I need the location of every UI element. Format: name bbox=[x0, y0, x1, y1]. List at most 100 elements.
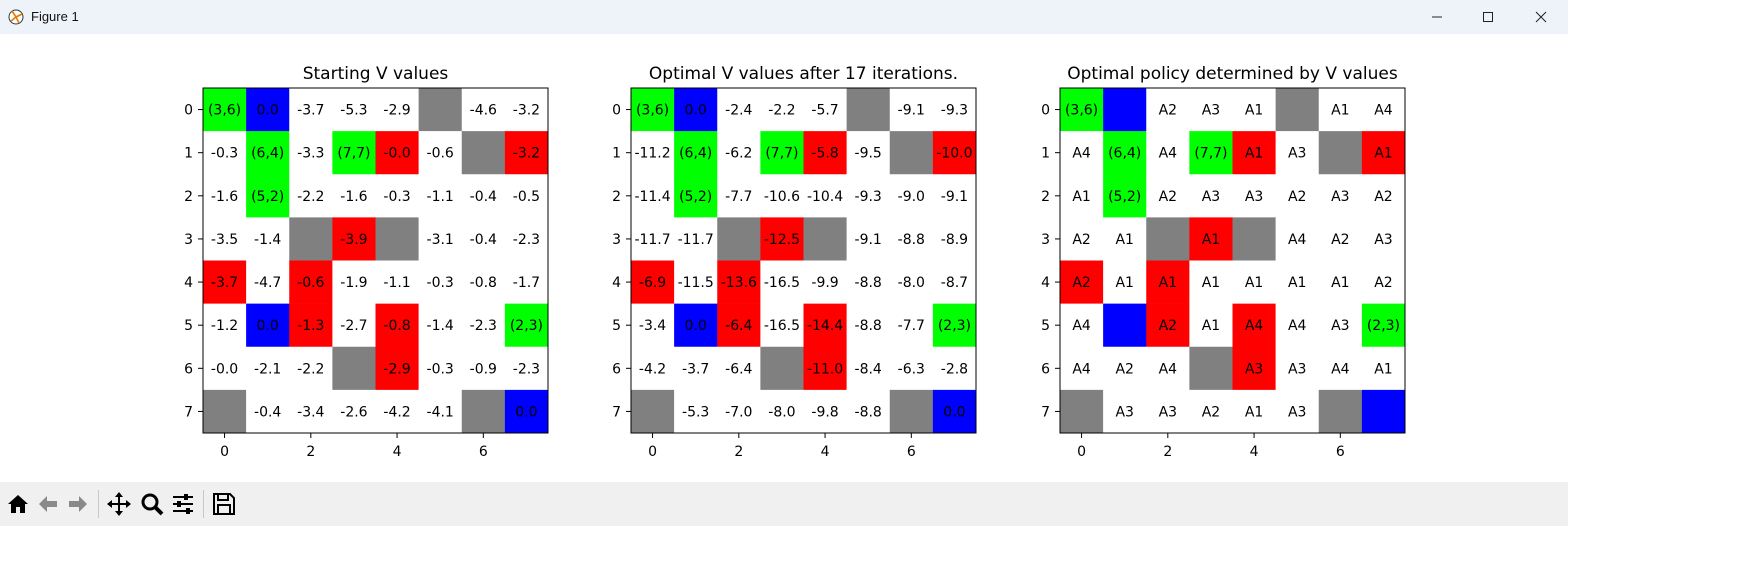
zoom-button[interactable] bbox=[138, 490, 166, 518]
cell-value-label: A1 bbox=[1288, 275, 1306, 291]
x-tick-label: 2 bbox=[1163, 444, 1172, 460]
heatmap-cell bbox=[504, 88, 549, 132]
heatmap-cell bbox=[760, 389, 804, 434]
heatmap-cell bbox=[1318, 260, 1363, 304]
heatmap-cell bbox=[1275, 346, 1320, 391]
heatmap-cell bbox=[631, 260, 675, 304]
heatmap-cell bbox=[1146, 260, 1190, 304]
heatmap-cell bbox=[332, 346, 376, 391]
save-button[interactable] bbox=[210, 490, 238, 518]
forward-button[interactable] bbox=[64, 490, 92, 518]
cell-value-label: -2.2 bbox=[297, 361, 324, 377]
cell-value-label: -3.4 bbox=[639, 318, 666, 334]
heatmap-cell bbox=[504, 389, 549, 434]
cell-value-label: -9.9 bbox=[811, 275, 838, 291]
x-tick-label: 4 bbox=[393, 444, 402, 460]
heatmap-cell bbox=[760, 260, 804, 304]
heatmap-cell bbox=[846, 88, 891, 132]
cell-value-label: -4.6 bbox=[470, 103, 497, 119]
heatmap-cell bbox=[461, 131, 506, 175]
heatmap-cell bbox=[1189, 174, 1233, 218]
heatmap-cell bbox=[760, 217, 804, 261]
cell-value-label: (6,4) bbox=[1108, 146, 1141, 162]
cell-value-label: 0.0 bbox=[943, 404, 965, 420]
heatmap-cell bbox=[289, 131, 333, 175]
cell-value-label: A3 bbox=[1245, 361, 1263, 377]
cell-value-label: 0.0 bbox=[685, 318, 707, 334]
cell-value-label: -0.3 bbox=[427, 275, 454, 291]
heatmap-cell bbox=[375, 260, 419, 304]
cell-value-label: A2 bbox=[1159, 103, 1177, 119]
heatmap-cell bbox=[889, 88, 934, 132]
cell-value-label: -10.6 bbox=[764, 189, 800, 205]
toolbar-separator bbox=[203, 490, 204, 518]
cell-value-label: -10.4 bbox=[807, 189, 843, 205]
heatmap-cell bbox=[1103, 217, 1147, 261]
heatmap-cell bbox=[1275, 217, 1320, 261]
cell-value-label: -14.4 bbox=[807, 318, 843, 334]
heatmap-cell bbox=[246, 389, 290, 434]
heatmap-cell bbox=[674, 131, 718, 175]
heatmap-cell bbox=[717, 346, 761, 391]
cell-value-label: -11.0 bbox=[807, 361, 843, 377]
heatmap-cell bbox=[1361, 303, 1406, 348]
heatmap-cell bbox=[1189, 217, 1233, 261]
cell-value-label: -3.9 bbox=[340, 232, 367, 248]
heatmap-cell bbox=[803, 346, 847, 391]
back-button[interactable] bbox=[34, 490, 62, 518]
home-button[interactable] bbox=[4, 490, 32, 518]
heatmap-cell bbox=[289, 260, 333, 304]
pan-icon bbox=[107, 492, 131, 516]
y-tick-label: 0 bbox=[1041, 103, 1050, 119]
cell-value-label: -0.8 bbox=[470, 275, 497, 291]
heatmap-cell bbox=[932, 389, 977, 434]
y-tick-label: 5 bbox=[184, 318, 193, 334]
minimize-button[interactable] bbox=[1411, 0, 1463, 34]
heatmap-cell bbox=[1146, 303, 1190, 348]
y-tick-label: 7 bbox=[612, 404, 621, 420]
heatmap-cell bbox=[631, 389, 675, 434]
heatmap-cell bbox=[760, 88, 804, 132]
heatmap-cell bbox=[674, 389, 718, 434]
x-tick-label: 2 bbox=[734, 444, 743, 460]
cell-value-label: -8.0 bbox=[898, 275, 925, 291]
pan-button[interactable] bbox=[105, 490, 133, 518]
cell-value-label: -2.3 bbox=[470, 318, 497, 334]
heatmap-cell bbox=[461, 217, 506, 261]
cell-value-label: -9.3 bbox=[941, 103, 968, 119]
cell-value-label: A1 bbox=[1245, 275, 1263, 291]
cell-value-label: A1 bbox=[1331, 275, 1349, 291]
cell-value-label: A3 bbox=[1245, 189, 1263, 205]
cell-value-label: (6,4) bbox=[679, 146, 712, 162]
heatmap-cell bbox=[375, 174, 419, 218]
y-tick-label: 6 bbox=[1041, 361, 1050, 377]
cell-value-label: -11.4 bbox=[634, 189, 670, 205]
heatmap-cell bbox=[461, 389, 506, 434]
heatmap-cell bbox=[932, 174, 977, 218]
close-button[interactable] bbox=[1515, 0, 1567, 34]
heatmap-cell bbox=[932, 88, 977, 132]
cell-value-label: (3,6) bbox=[208, 103, 241, 119]
heatmap-cell bbox=[889, 346, 934, 391]
cell-value-label: -3.7 bbox=[297, 103, 324, 119]
navigation-toolbar bbox=[0, 482, 1568, 526]
cell-value-label: -5.3 bbox=[682, 404, 709, 420]
heatmap-cell bbox=[246, 260, 290, 304]
heatmap-cell bbox=[246, 174, 290, 218]
heatmap-cell bbox=[1275, 303, 1320, 348]
heatmap-cell bbox=[1103, 174, 1147, 218]
cell-value-label: -2.2 bbox=[768, 103, 795, 119]
heatmap-cell bbox=[1318, 346, 1363, 391]
cell-value-label: -3.2 bbox=[513, 103, 540, 119]
maximize-button[interactable] bbox=[1462, 0, 1514, 34]
heatmap-cell bbox=[1103, 346, 1147, 391]
cell-value-label: A2 bbox=[1115, 361, 1133, 377]
y-tick-label: 0 bbox=[612, 103, 621, 119]
heatmap-cell bbox=[1146, 389, 1190, 434]
heatmap-cell bbox=[246, 131, 290, 175]
maximize-icon bbox=[1483, 12, 1493, 22]
cell-value-label: A1 bbox=[1245, 146, 1263, 162]
configure-subplots-button[interactable] bbox=[169, 490, 197, 518]
cell-value-label: -7.7 bbox=[898, 318, 925, 334]
heatmap-cell bbox=[846, 346, 891, 391]
